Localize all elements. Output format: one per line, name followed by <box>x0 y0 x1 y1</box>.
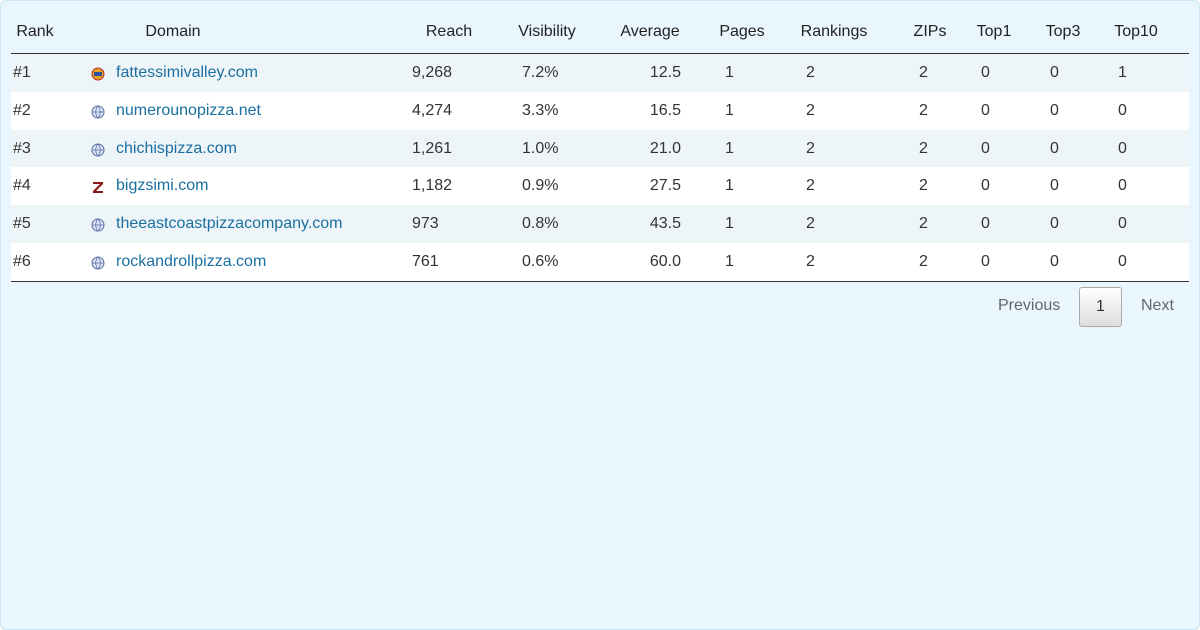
table-cell: 2 <box>806 101 815 119</box>
table-cell: 21.0 <box>649 139 681 157</box>
column-header: Average <box>620 23 680 40</box>
table-cell: 2 <box>806 253 815 270</box>
table-row: #1 fattessimivalley.com 9,268 7.2% 12.5 1 2 2 0 0… <box>11 54 1189 92</box>
table-cell: 0 <box>1118 139 1127 157</box>
table-cell: 0 <box>981 253 990 270</box>
column-header: ZIPs <box>913 23 947 40</box>
table-cell: 3.3% <box>522 101 559 119</box>
domain-link[interactable]: bigzsimi.com <box>116 177 209 195</box>
domain-link[interactable]: chichispizza.com <box>116 139 237 157</box>
table-cell: 2 <box>806 64 815 81</box>
table-cell: 4,274 <box>412 101 453 119</box>
domain-link[interactable]: numerounopizza.net <box>116 101 261 119</box>
table-cell: 0 <box>1050 177 1059 195</box>
table-cell: 7.2% <box>522 64 559 81</box>
table-cell: 2 <box>919 139 928 157</box>
domain-link[interactable]: fattessimivalley.com <box>116 64 258 81</box>
table-cell: 2 <box>919 177 928 195</box>
table-cell: 2 <box>919 215 928 233</box>
column-header: Domain <box>145 23 201 40</box>
next-button[interactable]: Next <box>1141 297 1174 314</box>
current-page-button[interactable]: 1 <box>1079 287 1122 327</box>
table-row: #4 bigzsimi.com 1,182 0.9% 27.5 1 2 2 0 0 0 <box>11 167 1189 206</box>
table-cell: 0 <box>1118 253 1127 270</box>
table-cell: 1 <box>725 139 734 157</box>
table-cell: 1 <box>725 64 734 81</box>
column-header: Rankings <box>800 23 868 40</box>
rank-cell: #6 <box>13 253 31 270</box>
domain-link[interactable]: rockandrollpizza.com <box>116 253 267 270</box>
column-header: Pages <box>719 23 765 40</box>
table-cell: 2 <box>806 215 815 233</box>
table-cell: 0 <box>1118 101 1127 119</box>
favicon <box>91 256 105 270</box>
domain-link[interactable]: theeastcoastpizzacompany.com <box>116 215 343 233</box>
table-cell: 0 <box>1050 64 1059 81</box>
table-cell: 0 <box>981 64 990 81</box>
table-cell: 1 <box>725 177 734 195</box>
rank-cell: #1 <box>13 64 31 81</box>
table-cell: 60.0 <box>649 253 681 270</box>
table-cell: 0 <box>1050 101 1059 119</box>
table-cell: 16.5 <box>649 101 681 119</box>
header-rule <box>11 53 1189 54</box>
table-cell: 27.5 <box>649 177 681 195</box>
table-cell: 0.9% <box>522 177 559 195</box>
column-header: Reach <box>425 23 473 40</box>
table-cell: 43.5 <box>649 215 681 233</box>
footer-rule <box>11 281 1189 282</box>
table-cell: 1 <box>725 101 734 119</box>
table-cell: 0.8% <box>522 215 559 233</box>
column-header: Rank <box>16 23 54 40</box>
table-cell: 2 <box>919 64 928 81</box>
favicon <box>93 182 103 194</box>
table-cell: 1 <box>1118 64 1127 81</box>
table-cell: 1 <box>725 253 734 270</box>
table-cell: 0 <box>1118 177 1127 195</box>
table-cell: 2 <box>806 139 815 157</box>
table-cell: 1,261 <box>412 139 453 157</box>
favicon <box>91 105 105 119</box>
table-row: #2 numerounopizza.net 4,274 3.3% 16.5 1 2 2 0 0 0 <box>11 91 1189 130</box>
column-header: Visibility <box>518 23 576 40</box>
table-cell: 761 <box>412 253 439 270</box>
rank-cell: #3 <box>13 139 31 157</box>
rank-cell: #4 <box>13 177 31 195</box>
table-cell: 1.0% <box>522 139 559 157</box>
table-cell: 0 <box>981 139 990 157</box>
table-cell: 0 <box>1118 215 1127 233</box>
table-cell: 0 <box>1050 215 1059 233</box>
table-cell: 2 <box>919 101 928 119</box>
column-header: Top3 <box>1045 23 1081 40</box>
table-cell: 9,268 <box>412 64 453 81</box>
table-cell: 2 <box>806 177 815 195</box>
table-row: #3 chichispizza.com 1,261 1.0% 21.0 1 2 2 0 0 0 <box>11 129 1189 168</box>
favicon <box>91 67 105 81</box>
table-cell: 0 <box>981 177 990 195</box>
table-cell: 1,182 <box>412 177 453 195</box>
table-cell: 2 <box>919 253 928 270</box>
column-header: Top10 <box>1114 23 1158 40</box>
table-cell: 0 <box>1050 139 1059 157</box>
table-cell: 973 <box>412 215 439 233</box>
table-cell: 0 <box>1050 253 1059 270</box>
table-row: #5 theeastcoastpizzacompany.com 973 0.8% 43.… <box>11 205 1189 244</box>
previous-button[interactable]: Previous <box>998 297 1061 314</box>
table-cell: 0.6% <box>522 253 559 270</box>
favicon <box>91 143 105 157</box>
rank-cell: #2 <box>13 101 31 119</box>
table-cell: 12.5 <box>649 64 681 81</box>
rank-cell: #5 <box>13 215 31 233</box>
table-row: #6 rockandrollpizza.com 761 0.6% 60.0 1 2 2 0 0 0 <box>11 243 1189 281</box>
table-cell: 0 <box>981 101 990 119</box>
table-cell: 1 <box>725 215 734 233</box>
favicon <box>91 218 105 232</box>
column-header: Top1 <box>976 23 1012 40</box>
table-cell: 0 <box>981 215 990 233</box>
